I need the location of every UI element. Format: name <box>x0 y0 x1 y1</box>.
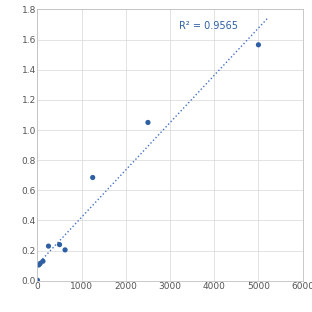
Point <box>145 120 150 125</box>
Text: R² = 0.9565: R² = 0.9565 <box>179 22 238 32</box>
Point <box>256 42 261 47</box>
Point <box>90 175 95 180</box>
Point <box>36 262 41 267</box>
Point <box>63 247 68 252</box>
Point <box>35 278 40 283</box>
Point <box>57 242 62 247</box>
Point <box>41 259 46 264</box>
Point <box>46 244 51 249</box>
Point <box>38 261 43 266</box>
